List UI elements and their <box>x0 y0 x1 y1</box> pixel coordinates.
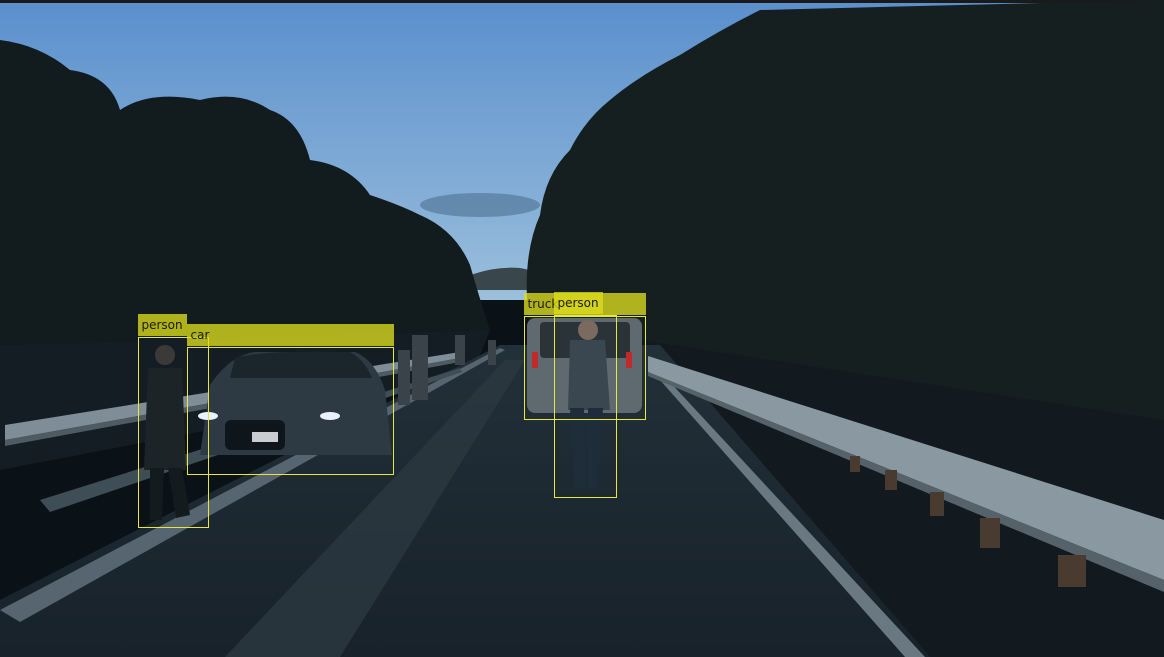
right-guardrail <box>648 356 1164 580</box>
detection-box-person-left: person <box>137 314 209 528</box>
person-right-shape <box>568 320 610 488</box>
detection-label: car <box>186 324 394 346</box>
detection-label: person <box>553 292 603 314</box>
detection-box-person-right: person <box>553 292 617 498</box>
left-trees <box>0 40 490 345</box>
car-shape <box>198 351 392 455</box>
road-surface <box>0 345 930 657</box>
person-left-shape <box>144 345 190 520</box>
detection-label: person <box>137 314 187 336</box>
right-trees <box>526 0 1164 430</box>
detection-box-car: car <box>186 324 394 475</box>
